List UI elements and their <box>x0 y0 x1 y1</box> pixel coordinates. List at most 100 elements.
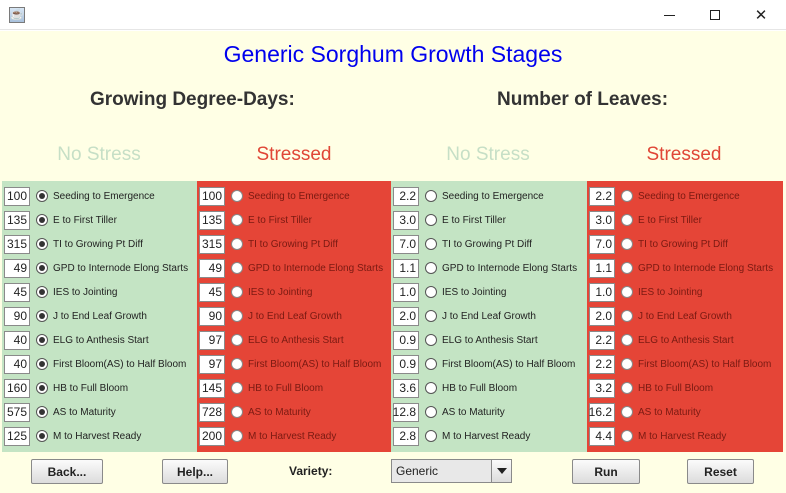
stage-value-field[interactable]: 16.2 <box>589 402 615 422</box>
help-button[interactable]: Help... <box>162 459 228 484</box>
variety-dropdown-button[interactable] <box>491 460 511 482</box>
stage-radio[interactable] <box>36 214 48 226</box>
stage-radio[interactable] <box>231 358 243 370</box>
back-button[interactable]: Back... <box>31 459 103 484</box>
stage-row: 1.0 IES to Jointing <box>587 282 783 302</box>
stage-radio[interactable] <box>231 310 243 322</box>
stage-radio[interactable] <box>621 238 633 250</box>
stage-radio[interactable] <box>621 358 633 370</box>
stage-radio[interactable] <box>425 334 437 346</box>
stage-value-field[interactable]: 728 <box>199 402 225 422</box>
stage-value-field[interactable]: 12.8 <box>393 402 419 422</box>
stage-value-field[interactable]: 100 <box>199 186 225 206</box>
stage-value-field[interactable]: 45 <box>199 282 225 302</box>
stage-radio[interactable] <box>231 382 243 394</box>
stage-value-field[interactable]: 3.6 <box>393 378 419 398</box>
stage-value-field[interactable]: 100 <box>4 186 30 206</box>
stage-value-field[interactable]: 135 <box>199 210 225 230</box>
close-button[interactable]: ✕ <box>738 0 784 30</box>
stage-radio[interactable] <box>231 430 243 442</box>
stage-value-field[interactable]: 4.4 <box>589 426 615 446</box>
stage-radio[interactable] <box>36 430 48 442</box>
stage-value-field[interactable]: 40 <box>4 354 30 374</box>
stage-row: 0.9 ELG to Anthesis Start <box>391 330 587 350</box>
stage-value-field[interactable]: 90 <box>4 306 30 326</box>
stage-value-field[interactable]: 49 <box>4 258 30 278</box>
stage-value-field[interactable]: 7.0 <box>589 234 615 254</box>
stage-radio[interactable] <box>36 358 48 370</box>
stage-value-field[interactable]: 3.0 <box>393 210 419 230</box>
stage-radio[interactable] <box>231 286 243 298</box>
stage-radio[interactable] <box>425 382 437 394</box>
stage-radio[interactable] <box>231 262 243 274</box>
stage-radio[interactable] <box>425 214 437 226</box>
stage-value-field[interactable]: 2.2 <box>589 186 615 206</box>
minimize-button[interactable] <box>646 0 692 30</box>
stage-value-field[interactable]: 97 <box>199 354 225 374</box>
stage-value-field[interactable]: 7.0 <box>393 234 419 254</box>
stage-radio[interactable] <box>231 406 243 418</box>
variety-select[interactable]: Generic <box>391 459 512 483</box>
stage-radio[interactable] <box>425 262 437 274</box>
stage-value-field[interactable]: 135 <box>4 210 30 230</box>
stage-value-field[interactable]: 1.0 <box>393 282 419 302</box>
stage-value-field[interactable]: 45 <box>4 282 30 302</box>
stage-radio[interactable] <box>621 262 633 274</box>
stage-value-field[interactable]: 3.0 <box>589 210 615 230</box>
stage-value-field[interactable]: 90 <box>199 306 225 326</box>
reset-button[interactable]: Reset <box>687 459 754 484</box>
stage-radio[interactable] <box>621 310 633 322</box>
stage-value-field[interactable]: 2.2 <box>589 330 615 350</box>
run-button[interactable]: Run <box>572 459 640 484</box>
stage-radio[interactable] <box>36 406 48 418</box>
stage-value-field[interactable]: 160 <box>4 378 30 398</box>
stage-radio[interactable] <box>36 190 48 202</box>
stage-radio[interactable] <box>425 286 437 298</box>
stage-radio[interactable] <box>231 334 243 346</box>
stage-radio[interactable] <box>36 262 48 274</box>
maximize-button[interactable] <box>692 0 738 30</box>
stage-radio[interactable] <box>621 430 633 442</box>
stage-radio[interactable] <box>425 190 437 202</box>
stage-value-field[interactable]: 2.2 <box>589 354 615 374</box>
stage-radio[interactable] <box>231 214 243 226</box>
stage-value-field[interactable]: 3.2 <box>589 378 615 398</box>
stage-radio[interactable] <box>425 238 437 250</box>
stage-value-field[interactable]: 97 <box>199 330 225 350</box>
stage-value-field[interactable]: 200 <box>199 426 225 446</box>
stage-value-field[interactable]: 40 <box>4 330 30 350</box>
stage-value-field[interactable]: 2.0 <box>393 306 419 326</box>
stage-value-field[interactable]: 2.0 <box>589 306 615 326</box>
stage-radio[interactable] <box>231 238 243 250</box>
stage-radio[interactable] <box>621 190 633 202</box>
stage-value-field[interactable]: 575 <box>4 402 30 422</box>
stage-radio[interactable] <box>425 310 437 322</box>
stage-value-field[interactable]: 1.0 <box>589 282 615 302</box>
stage-value-field[interactable]: 125 <box>4 426 30 446</box>
stage-value-field[interactable]: 315 <box>199 234 225 254</box>
stage-radio[interactable] <box>36 382 48 394</box>
stage-radio[interactable] <box>425 430 437 442</box>
stage-radio[interactable] <box>36 238 48 250</box>
stage-value-field[interactable]: 145 <box>199 378 225 398</box>
stage-radio[interactable] <box>231 190 243 202</box>
stage-radio[interactable] <box>425 358 437 370</box>
stage-radio[interactable] <box>36 334 48 346</box>
stage-value-field[interactable]: 1.1 <box>589 258 615 278</box>
stage-radio[interactable] <box>621 406 633 418</box>
stage-value-field[interactable]: 0.9 <box>393 330 419 350</box>
stage-value-field[interactable]: 2.2 <box>393 186 419 206</box>
stage-value-field[interactable]: 0.9 <box>393 354 419 374</box>
stage-radio[interactable] <box>621 214 633 226</box>
stage-label: First Bloom(AS) to Half Bloom <box>638 358 772 370</box>
stage-radio[interactable] <box>36 286 48 298</box>
stage-radio[interactable] <box>621 334 633 346</box>
stage-value-field[interactable]: 1.1 <box>393 258 419 278</box>
stage-radio[interactable] <box>36 310 48 322</box>
stage-radio[interactable] <box>425 406 437 418</box>
stage-value-field[interactable]: 49 <box>199 258 225 278</box>
stage-value-field[interactable]: 2.8 <box>393 426 419 446</box>
stage-value-field[interactable]: 315 <box>4 234 30 254</box>
stage-radio[interactable] <box>621 382 633 394</box>
stage-radio[interactable] <box>621 286 633 298</box>
